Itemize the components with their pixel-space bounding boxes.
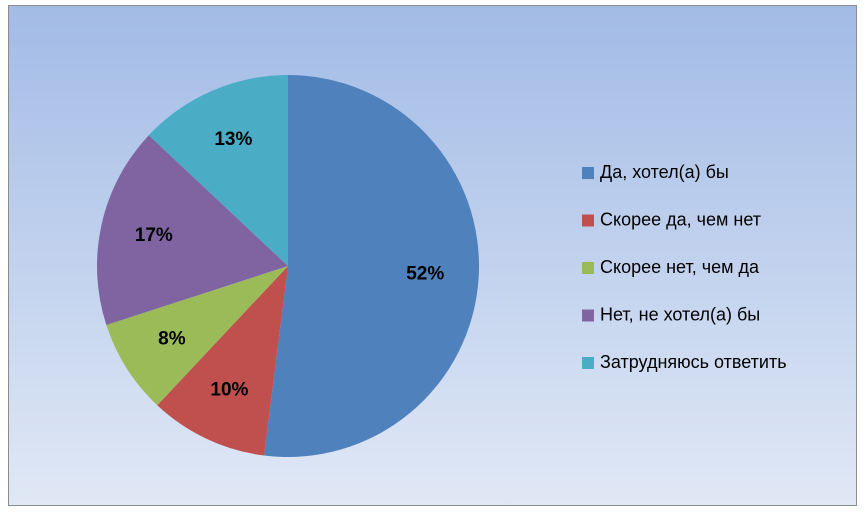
pie-slice <box>157 266 288 456</box>
legend-swatch <box>582 357 594 369</box>
pie-slice <box>148 75 288 266</box>
slice-label: 17% <box>135 225 173 246</box>
legend-label: Скорее да, чем нет <box>600 209 761 229</box>
pie-slice <box>106 266 288 406</box>
slice-label: 10% <box>210 379 248 400</box>
slice-label: 8% <box>158 329 186 350</box>
legend-label: Затрудняюсь ответить <box>600 352 787 372</box>
legend-label: Скорее нет, чем да <box>600 257 760 277</box>
legend-label: Нет, не хотел(а) бы <box>600 304 760 324</box>
pie-slice <box>264 75 479 457</box>
slice-label: 52% <box>406 264 444 285</box>
legend-label: Да, хотел(а) бы <box>600 162 729 182</box>
legend-swatch <box>582 262 594 274</box>
legend-swatch <box>582 309 594 322</box>
legend-swatch <box>582 214 594 227</box>
slice-label: 13% <box>214 129 252 150</box>
pie-slice <box>97 135 288 326</box>
legend-swatch <box>582 167 594 179</box>
